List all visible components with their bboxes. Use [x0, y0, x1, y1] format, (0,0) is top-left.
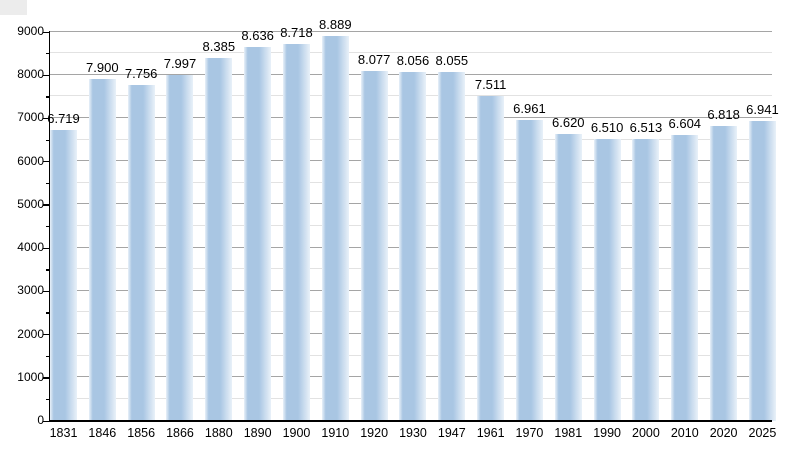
x-tick-label: 2020	[709, 426, 738, 440]
x-tick-label: 1947	[437, 426, 466, 440]
bar-value-label: 6.620	[552, 115, 585, 131]
bar	[50, 130, 77, 421]
x-tick-label: 1856	[127, 426, 156, 440]
y-tick-mark	[45, 355, 49, 357]
plot-area: 6.719 7.900 7.756 7.997 8.385 8.636 8.718 8.889…	[47, 18, 779, 421]
y-tick-mark	[45, 139, 49, 141]
x-tick-label: 1981	[554, 426, 583, 440]
x-tick-label: 1846	[88, 426, 117, 440]
y-tick-label: 9000	[17, 24, 44, 38]
x-axis-line	[49, 420, 772, 422]
bar-value-label: 8.385	[202, 39, 236, 55]
bar	[127, 85, 155, 421]
bar-value-label: 6.719	[47, 111, 80, 127]
y-tick-mark	[45, 226, 49, 228]
y-tick-mark	[43, 290, 49, 293]
y-tick-mark	[43, 31, 49, 33]
x-tick-label: 1831	[49, 426, 78, 440]
bar	[244, 47, 272, 421]
y-tick-label: 6000	[17, 153, 44, 168]
x-tick-label: 1970	[515, 426, 544, 440]
bar-value-label: 6.961	[513, 100, 546, 116]
y-tick-mark	[43, 161, 49, 163]
bar-value-label: 8.055	[435, 53, 469, 69]
y-tick-mark	[43, 117, 49, 120]
bar	[360, 71, 388, 421]
bar	[632, 139, 660, 421]
x-tick-label: 2000	[632, 426, 660, 440]
y-tick-mark	[45, 398, 49, 401]
y-tick-label: 0	[37, 413, 44, 427]
bar	[671, 135, 699, 421]
x-tick-label: 1930	[399, 426, 427, 440]
y-tick-mark	[45, 269, 49, 271]
bar	[166, 74, 194, 421]
bar	[748, 120, 776, 421]
y-tick-mark	[43, 74, 49, 77]
bar	[399, 72, 427, 421]
y-tick-mark	[43, 377, 49, 379]
bar-value-label: 7.997	[163, 55, 197, 71]
bar-value-label: 7.900	[86, 60, 119, 76]
bar	[438, 72, 466, 421]
x-tick-label: 1920	[360, 426, 389, 440]
y-tick-mark	[45, 96, 49, 98]
bar-value-label: 8.636	[241, 28, 274, 44]
bar-value-label: 7.511	[474, 76, 507, 92]
bar-value-label: 8.718	[280, 24, 313, 40]
y-tick-label: 3000	[17, 283, 44, 298]
y-tick-mark	[43, 420, 49, 422]
bar	[593, 139, 621, 421]
bar	[554, 134, 582, 421]
bar	[515, 119, 543, 421]
y-tick-mark	[43, 204, 49, 206]
x-tick-label: 1866	[166, 426, 194, 440]
bar-value-label: 6.513	[629, 120, 663, 135]
x-tick-label: 1900	[282, 426, 311, 440]
bar	[710, 125, 738, 421]
x-tick-label: 1990	[593, 426, 622, 440]
x-tick-label: 2025	[748, 426, 777, 440]
y-tick-mark	[45, 53, 49, 55]
x-tick-label: 1961	[476, 426, 505, 440]
x-tick-label: 1890	[243, 426, 272, 440]
bar-value-label: 8.056	[396, 53, 430, 69]
corner-artifact	[0, 0, 27, 15]
gridline-major	[49, 30, 772, 32]
y-tick-label: 7000	[17, 110, 44, 125]
y-tick-mark	[45, 312, 49, 314]
y-tick-label: 2000	[17, 326, 44, 341]
bar-value-label: 6.604	[668, 116, 702, 132]
bar	[205, 58, 233, 421]
y-tick-label: 8000	[17, 67, 44, 82]
y-tick-label: 5000	[17, 196, 44, 211]
bar	[88, 79, 116, 421]
x-tick-label: 1880	[204, 426, 233, 440]
y-tick-mark	[43, 247, 49, 249]
bar	[477, 95, 505, 421]
x-tick-label: 2010	[670, 426, 699, 440]
y-tick-mark	[45, 182, 49, 185]
bar-value-label: 6.818	[707, 106, 740, 122]
y-axis-line	[48, 31, 50, 421]
bar-value-label: 8.889	[319, 17, 352, 33]
x-tick-label: 1910	[321, 426, 350, 440]
bar	[321, 36, 349, 421]
y-tick-label: 1000	[17, 369, 44, 384]
bar-value-label: 8.077	[357, 52, 391, 68]
y-tick-label: 4000	[17, 240, 44, 255]
gridline-minor	[49, 52, 772, 54]
bar	[282, 43, 310, 421]
bar-value-label: 6.941	[746, 101, 779, 117]
bar-value-label: 6.510	[590, 120, 624, 136]
y-tick-mark	[43, 334, 49, 336]
bar-value-label: 7.756	[124, 66, 158, 82]
